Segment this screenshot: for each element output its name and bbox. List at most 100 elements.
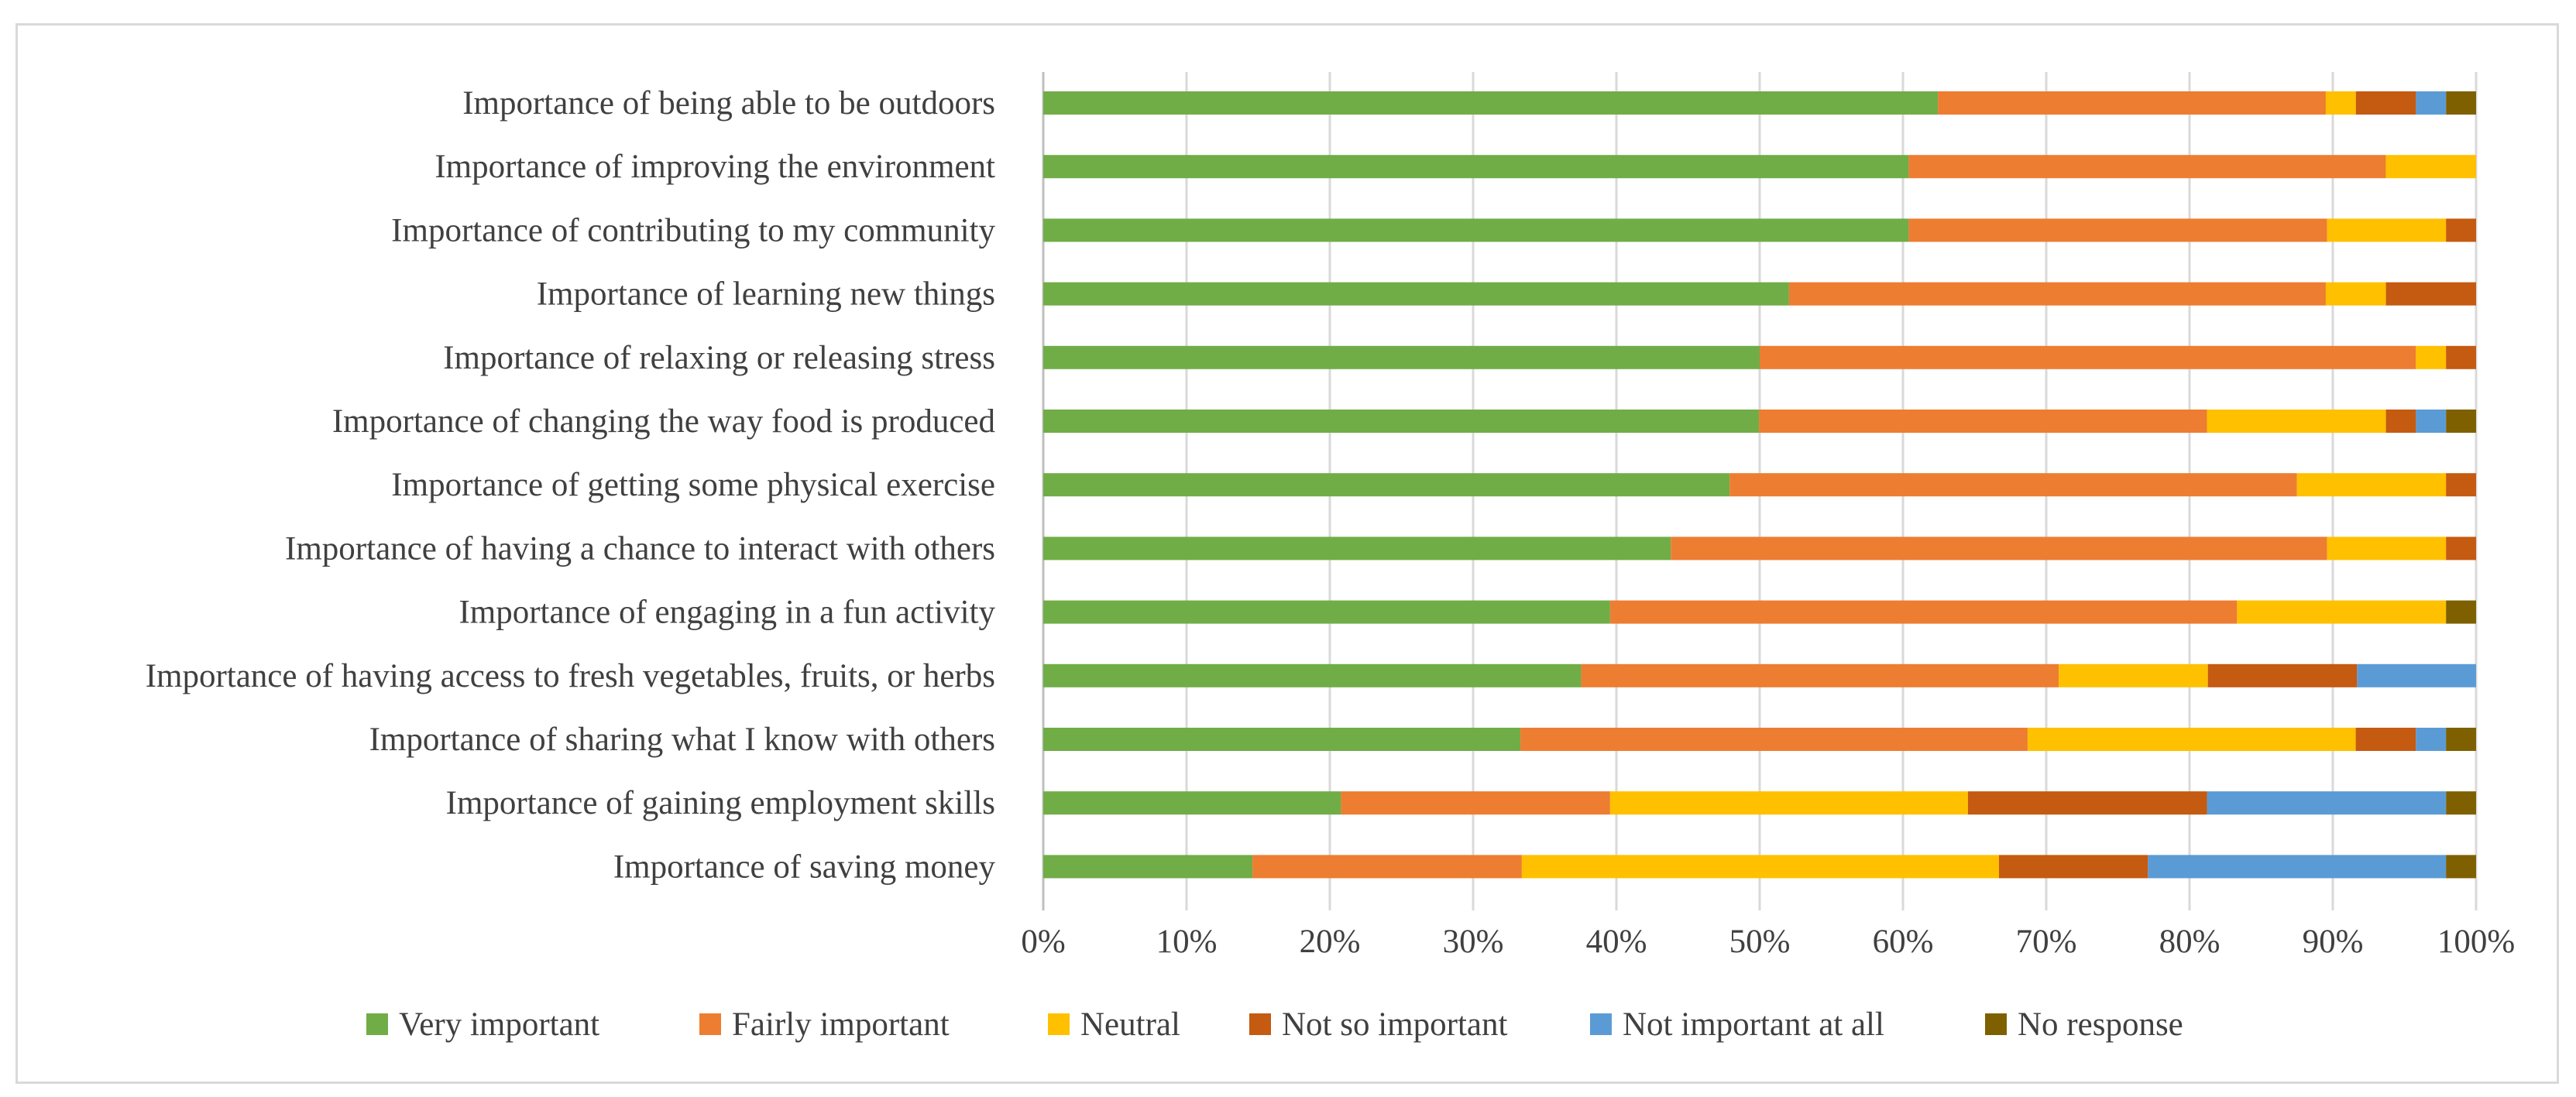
- category-label: Importance of contributing to my communi…: [391, 212, 995, 249]
- legend-label: No response: [2018, 1006, 2183, 1043]
- legend: Very important Fairly important Neutral Not…: [366, 1006, 2183, 1043]
- bar-segment: [1520, 728, 2028, 751]
- bar-segment: [1760, 345, 2416, 369]
- bar-segment: [2355, 91, 2416, 115]
- stacked-bar-chart: Importance of being able to be outdoors I…: [146, 72, 2515, 1043]
- bar-segment: [2325, 91, 2356, 115]
- category-label: Importance of having a chance to interac…: [285, 530, 995, 567]
- bar-segment: [2237, 600, 2447, 624]
- bar-segment: [1967, 791, 2207, 815]
- bar-segment: [1609, 791, 1968, 815]
- bar-segment: [1908, 218, 2327, 242]
- x-tick-label: 0%: [1021, 924, 1065, 960]
- x-tick-label: 100%: [2437, 924, 2515, 960]
- x-tick-label: 40%: [1586, 924, 1647, 960]
- bar-segment: [2385, 155, 2476, 179]
- x-tick-label: 20%: [1300, 924, 1361, 960]
- bar-segment: [1043, 345, 1760, 369]
- category-label: Importance of getting some physical exer…: [391, 467, 995, 503]
- bar-segment: [1043, 791, 1341, 815]
- bar-segment: [1938, 91, 2326, 115]
- bar-segment: [2446, 791, 2476, 815]
- bar-segment: [2059, 663, 2208, 687]
- bar-segment: [1043, 473, 1730, 497]
- category-label-layer: Importance of being able to be outdoors I…: [146, 85, 996, 885]
- bar-segment: [1581, 663, 2059, 687]
- bar-segment: [2446, 855, 2476, 879]
- legend-swatch: [1249, 1013, 1271, 1035]
- bar-segment: [2446, 473, 2476, 497]
- bar-segment: [1521, 855, 1999, 879]
- bar-segment: [1252, 855, 1522, 879]
- bar-segment: [2416, 728, 2447, 751]
- legend-swatch: [699, 1013, 721, 1035]
- bar-segment: [1759, 410, 2207, 433]
- bar-segment: [2446, 345, 2476, 369]
- bar-segment: [2207, 410, 2386, 433]
- bar-segment: [2296, 473, 2447, 497]
- bar-segment: [1671, 537, 2327, 560]
- category-label: Importance of changing the way food is p…: [332, 403, 995, 440]
- bar-segment: [2325, 282, 2386, 306]
- bar-segment: [2385, 282, 2476, 306]
- bar-segment: [1043, 855, 1253, 879]
- bar-layer: [1043, 91, 2476, 879]
- bar-segment: [2446, 410, 2476, 433]
- legend-swatch: [1985, 1013, 2007, 1035]
- bar-segment: [1043, 537, 1671, 560]
- bar-segment: [1908, 155, 2386, 179]
- x-tick-label: 80%: [2159, 924, 2221, 960]
- legend-label: Not important at all: [1623, 1006, 1884, 1043]
- bar-segment: [1341, 791, 1610, 815]
- bar-segment: [2446, 537, 2476, 560]
- bar-segment: [1729, 473, 2297, 497]
- bar-segment: [1609, 600, 2238, 624]
- legend-label: Fairly important: [732, 1006, 950, 1043]
- bar-segment: [2385, 410, 2416, 433]
- legend-swatch: [1048, 1013, 1070, 1035]
- legend-swatch: [1590, 1013, 1612, 1035]
- bar-segment: [2416, 410, 2447, 433]
- bar-segment: [2027, 728, 2356, 751]
- x-tick-label: 60%: [1873, 924, 1934, 960]
- x-tick-label: 90%: [2303, 924, 2364, 960]
- x-tick-label: 70%: [2016, 924, 2077, 960]
- chart-frame: Importance of being able to be outdoors I…: [15, 23, 2559, 1084]
- bar-segment: [1043, 728, 1521, 751]
- bar-segment: [1043, 410, 1760, 433]
- category-label: Importance of engaging in a fun activity: [459, 595, 995, 631]
- bar-segment: [1043, 155, 1909, 179]
- x-tick-label: 10%: [1156, 924, 1218, 960]
- category-label: Importance of learning new things: [537, 276, 995, 313]
- legend-label: Neutral: [1080, 1006, 1180, 1043]
- x-tick-label: 30%: [1443, 924, 1504, 960]
- bar-segment: [2446, 91, 2476, 115]
- bar-segment: [1043, 600, 1610, 624]
- category-label: Importance of improving the environment: [434, 149, 995, 185]
- bar-segment: [1043, 282, 1789, 306]
- bar-segment: [2207, 663, 2358, 687]
- bar-segment: [2327, 537, 2447, 560]
- bar-segment: [2327, 218, 2447, 242]
- category-label: Importance of saving money: [613, 848, 996, 885]
- bar-segment: [2355, 728, 2416, 751]
- bar-segment: [1043, 663, 1582, 687]
- bar-segment: [2207, 791, 2447, 815]
- bar-segment: [2416, 91, 2447, 115]
- legend-label: Very important: [399, 1006, 599, 1043]
- bar-segment: [2446, 600, 2476, 624]
- bar-segment: [2416, 345, 2447, 369]
- bar-segment: [2446, 728, 2476, 751]
- bar-segment: [1043, 91, 1939, 115]
- legend-swatch: [366, 1013, 388, 1035]
- bar-segment: [2446, 218, 2476, 242]
- category-label: Importance of sharing what I know with o…: [369, 722, 995, 758]
- legend-label: Not so important: [1282, 1006, 1507, 1043]
- category-label: Importance of relaxing or releasing stre…: [443, 340, 995, 376]
- bar-segment: [1043, 218, 1909, 242]
- bar-segment: [1788, 282, 2326, 306]
- bar-segment: [2148, 855, 2447, 879]
- category-label: Importance of gaining employment skills: [446, 785, 995, 821]
- x-tick-layer: 0% 10% 20% 30% 40% 50% 60% 70% 80% 90% 100%: [1021, 924, 2515, 960]
- category-label: Importance of being able to be outdoors: [462, 85, 995, 122]
